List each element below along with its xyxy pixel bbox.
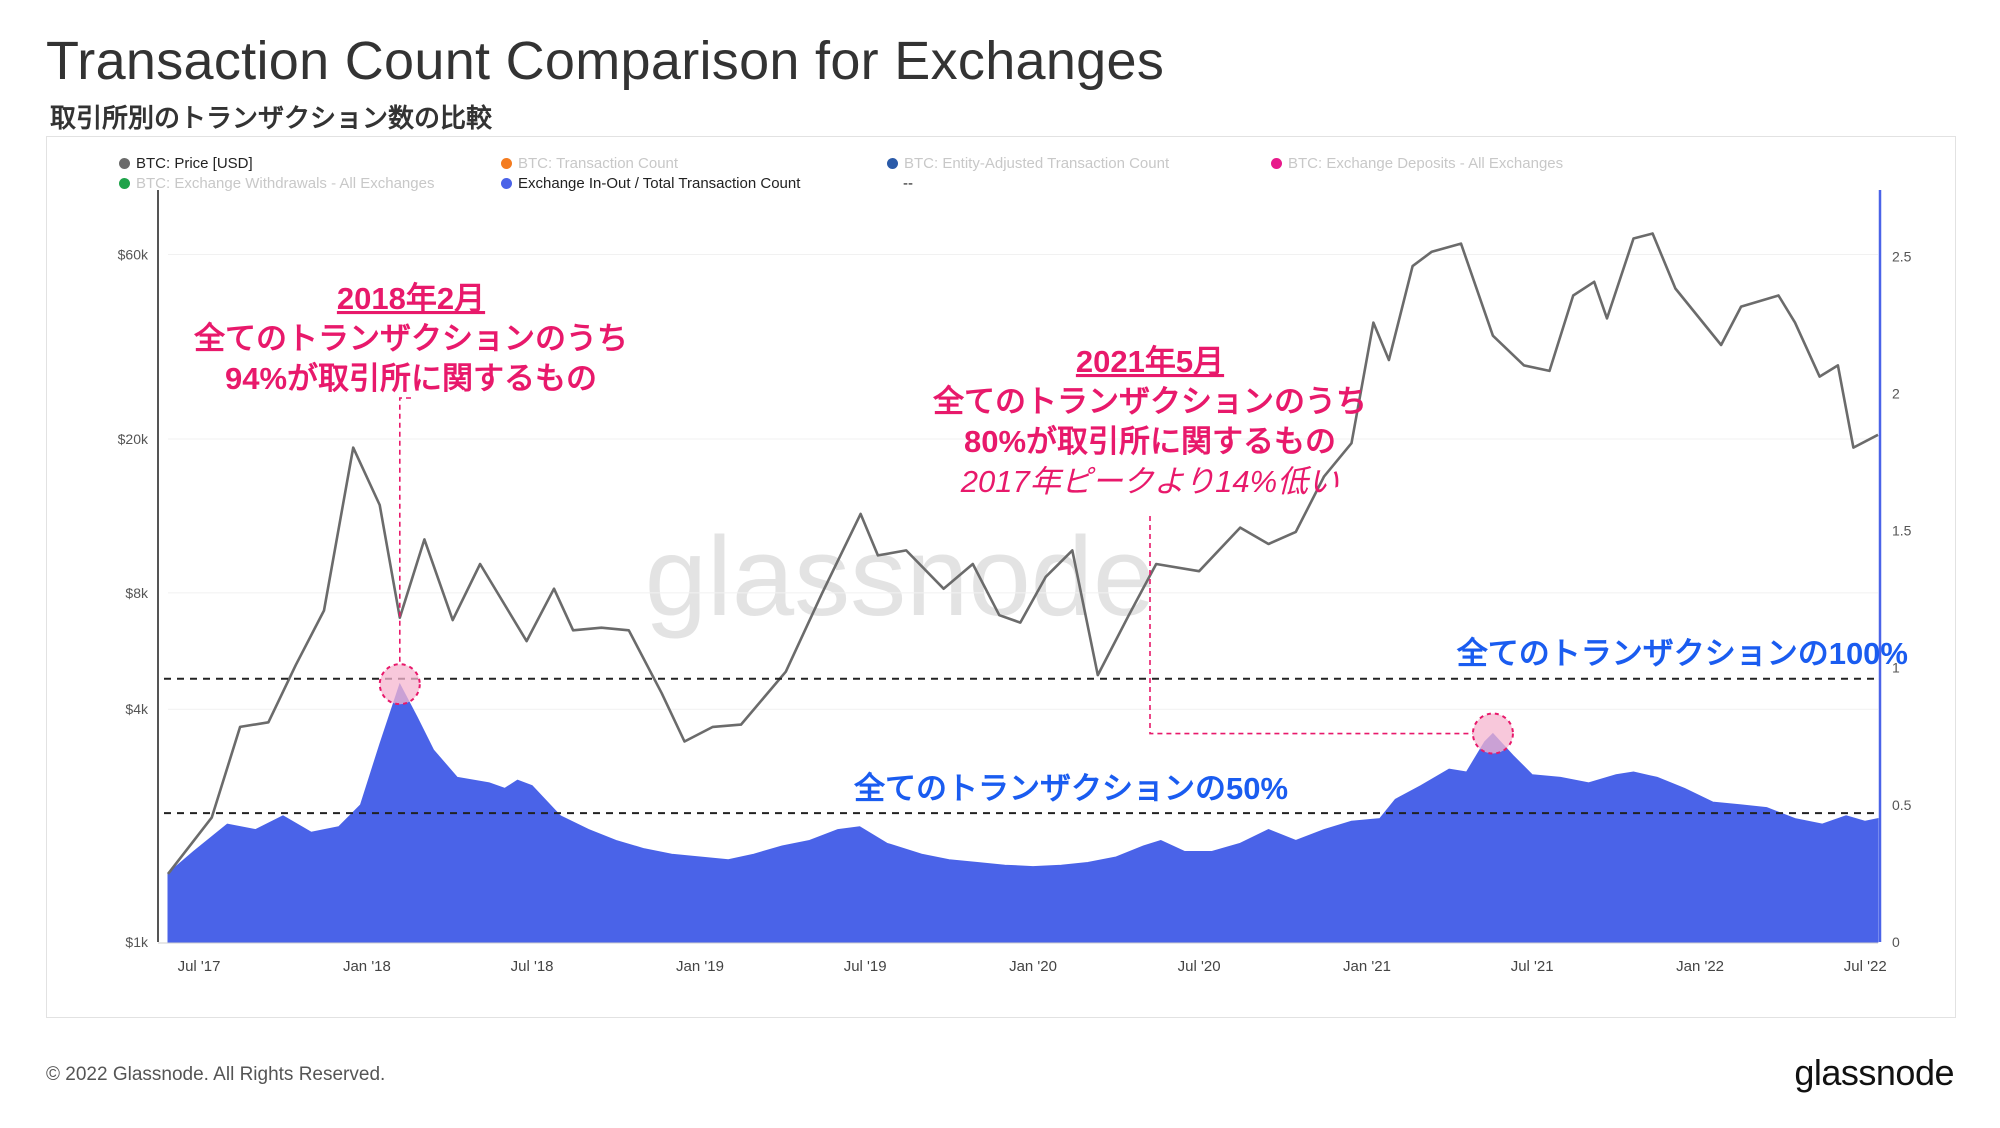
right-axis: 0 0.5 1 1.5 2 2.5: [1892, 248, 1912, 950]
watermark: glassnode: [645, 514, 1156, 639]
left-tick-label: $4k: [125, 701, 149, 717]
price-line: [166, 232, 1879, 875]
right-tick-label: 0: [1892, 934, 1900, 950]
callouts: [378, 397, 1514, 755]
left-tick-label: $1k: [125, 934, 149, 950]
legend-item-price[interactable]: BTC: Price [USD]: [119, 155, 253, 172]
ratio-area: [167, 682, 1879, 943]
legend-item-tx-count[interactable]: BTC: Transaction Count: [501, 155, 678, 172]
copyright: © 2022 Glassnode. All Rights Reserved.: [46, 1064, 386, 1085]
page-subtitle: 取引所別のトランザクション数の比較: [50, 103, 493, 133]
legend-item-deposits[interactable]: BTC: Exchange Deposits - All Exchanges: [1271, 155, 1563, 172]
ref-50-label: 全てのトランザクションの50%: [853, 771, 1288, 806]
annotation-text: 94%が取引所に関するもの: [225, 361, 597, 396]
right-tick-label: 1.5: [1892, 523, 1912, 539]
x-axis: Jul '17 Jan '18 Jul '18 Jan '19 Jul '19 Jan '…: [178, 958, 1887, 975]
legend-item-in-out-ratio[interactable]: Exchange In-Out / Total Transaction Coun…: [501, 175, 800, 192]
legend-item-withdrawals[interactable]: BTC: Exchange Withdrawals - All Exchange…: [119, 175, 434, 192]
x-tick-label: Jul '19: [844, 958, 887, 975]
peak-marker-2021: [1471, 712, 1514, 755]
legend-dot-icon: [119, 158, 130, 169]
annotation-date: 2018年2月: [337, 281, 485, 316]
legend-dot-icon: [501, 158, 512, 169]
x-tick-label: Jan '21: [1343, 958, 1391, 975]
ref-100-label: 全てのトランザクションの100%: [1456, 636, 1908, 671]
axes: [157, 190, 1882, 944]
peak-marker-2018: [378, 663, 421, 706]
legend-dot-icon: [1271, 158, 1282, 169]
right-tick-label: 0.5: [1892, 797, 1912, 813]
annotation-text: 全てのトランザクションのうち: [932, 384, 1367, 419]
x-tick-label: Jul '22: [1844, 958, 1887, 975]
right-tick-label: 2.5: [1892, 248, 1912, 264]
left-tick-label: $20k: [118, 431, 149, 447]
legend-item-placeholder: --: [903, 175, 913, 192]
x-tick-label: Jul '18: [511, 958, 554, 975]
annotation-feb-2018: 2018年2月 全てのトランザクションのうち 94%が取引所に関するもの: [193, 281, 628, 396]
annotation-text: 80%が取引所に関するもの: [964, 424, 1336, 459]
legend-item-entity-adjusted[interactable]: BTC: Entity-Adjusted Transaction Count: [887, 155, 1169, 172]
callout-connector-2021: [1149, 516, 1473, 735]
legend-dot-icon: [119, 178, 130, 189]
x-tick-label: Jan '18: [343, 958, 391, 975]
legend-dot-icon: [887, 158, 898, 169]
annotation-text: 全てのトランザクションのうち: [193, 321, 628, 356]
annotation-text: 2017年ピークより14%低い: [960, 464, 1339, 499]
right-tick-label: 1: [1892, 660, 1900, 676]
annotation-may-2021: 2021年5月 全てのトランザクションのうち 80%が取引所に関するもの 201…: [932, 344, 1367, 499]
x-tick-label: Jan '19: [676, 958, 724, 975]
x-tick-label: Jul '20: [1178, 958, 1221, 975]
right-tick-label: 2: [1892, 385, 1900, 401]
x-tick-label: Jan '22: [1676, 958, 1724, 975]
annotation-date: 2021年5月: [1076, 344, 1224, 379]
legend-dot-icon: [501, 178, 512, 189]
x-tick-label: Jul '17: [178, 958, 221, 975]
x-tick-label: Jan '20: [1009, 958, 1057, 975]
callout-connector-2018: [399, 397, 411, 665]
left-tick-label: $8k: [125, 585, 149, 601]
x-tick-label: Jul '21: [1511, 958, 1554, 975]
page-title: Transaction Count Comparison for Exchang…: [46, 31, 1165, 91]
left-axis: $1k $4k $8k $20k $60k: [118, 246, 149, 950]
left-tick-label: $60k: [118, 246, 149, 262]
brand-logo: glassnode: [1794, 1052, 1954, 1093]
